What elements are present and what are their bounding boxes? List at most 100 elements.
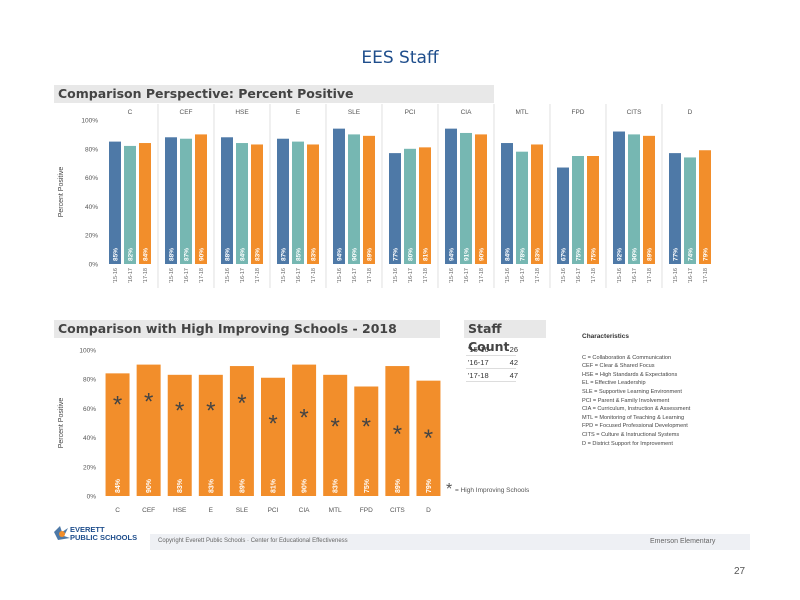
staff-year: '16-17 [468,358,489,367]
high-improving-marker: * [393,421,402,448]
bar [684,157,696,264]
data-label: 75% [591,248,598,261]
x-tick-label: '15-16 [449,268,455,283]
data-label: 83% [535,248,542,261]
logo-line-2: PUBLIC SCHOOLS [70,533,138,542]
footer-band [150,534,750,550]
bar [198,374,223,496]
high-improving-marker: * [299,405,308,432]
x-tick-label: E [209,507,214,514]
high-improving-marker: * [331,413,340,440]
staff-year: '17-18 [468,371,489,380]
x-tick-label: '15-16 [561,268,567,283]
bar [109,141,121,264]
x-tick-label: FPD [360,507,373,514]
high-improving-marker-icon: * [446,481,453,498]
group-header: PCI [405,109,416,116]
staff-count-value: 42 [509,358,518,367]
table-row: '16-17 42 [466,357,518,369]
y-axis-label: Percent Positive [58,398,65,449]
bar [221,137,233,264]
x-tick-label: '16-17 [296,268,302,283]
x-tick-label: '16-17 [352,268,358,283]
x-tick-label: '17-18 [423,268,429,283]
x-tick-label: '16-17 [576,268,582,283]
bar [229,366,254,496]
x-tick-label: '15-16 [281,268,287,283]
staff-count-value: 47 [509,371,518,380]
x-tick-label: '16-17 [128,268,134,283]
y-tick-label: 20% [85,233,98,240]
high-improving-marker: * [206,397,215,424]
data-label: 83% [177,478,184,493]
characteristic-item: C = Collaboration & Communication [582,354,672,361]
data-label: 81% [271,478,278,493]
y-tick-label: 60% [85,175,98,182]
bar [475,134,487,264]
x-tick-label: MTL [329,507,342,514]
bar [354,386,379,496]
data-label: 92% [617,248,624,261]
top-chart-title: Comparison Perspective: Percent Positive [54,85,494,103]
data-label: 89% [395,478,402,493]
bar [501,143,513,264]
data-label: 90% [199,248,206,261]
group-header: C [128,109,133,116]
bar [572,156,584,264]
x-tick-label: '16-17 [184,268,190,283]
bar [699,150,711,264]
characteristic-item: FPD = Focused Professional Development [582,423,688,430]
staff-year: '15-16 [468,345,489,354]
x-tick-label: '17-18 [703,268,709,283]
high-improving-marker: * [362,413,371,440]
data-label: 79% [426,478,433,493]
bar [628,134,640,264]
bar [389,153,401,264]
data-label: 74% [688,248,695,261]
data-label: 67% [561,248,568,261]
bottom-chart-title: Comparison with High Improving Schools -… [54,320,440,338]
staff-count-title: Staff Count [464,320,546,354]
y-tick-label: 20% [83,464,96,471]
bottom-chart: 0% 20% 40% 60% 80% 100% Percent Positive 84% C * 9… [58,348,441,514]
characteristic-item: CIA = Curriculum, Instruction & Assessme… [582,406,691,413]
bar [643,135,655,264]
x-tick-label: '17-18 [591,268,597,283]
y-tick-label: 100% [79,348,96,355]
data-label: 94% [449,248,456,261]
data-label: 75% [364,478,371,493]
data-label: 89% [647,248,654,261]
bar [404,148,416,264]
x-tick-label: '17-18 [479,268,485,283]
bar [333,128,345,264]
top-chart: 0% 20% 40% 60% 80% 100% Percent Positive C 85% '1… [58,104,711,288]
characteristic-item: SLE = Supportive Learning Environment [582,388,682,395]
bar [445,128,457,264]
data-label: 81% [423,248,430,261]
x-tick-label: '15-16 [337,268,343,283]
x-tick-label: '17-18 [647,268,653,283]
page-number: 27 [734,566,746,577]
data-label: 94% [337,248,344,261]
data-label: 83% [333,478,340,493]
group-header: SLE [348,109,361,116]
x-tick-label: SLE [236,507,249,514]
bar [419,147,431,264]
group-header: FPD [572,109,585,116]
high-improving-marker: * [113,392,122,419]
x-tick-label: '15-16 [505,268,511,283]
bar [251,144,263,264]
bar [613,131,625,264]
x-tick-label: '16-17 [520,268,526,283]
x-tick-label: D [426,507,431,514]
staff-count-table: '15-16 26 '16-17 42 '17-18 47 [466,344,518,384]
bar [195,134,207,264]
x-tick-label: '15-16 [113,268,119,283]
bar [557,167,569,264]
x-tick-label: '15-16 [393,268,399,283]
y-tick-label: 40% [85,204,98,211]
bar [307,144,319,264]
x-tick-label: CIA [299,507,311,514]
x-tick-label: CITS [390,507,405,514]
data-label: 82% [128,248,135,261]
